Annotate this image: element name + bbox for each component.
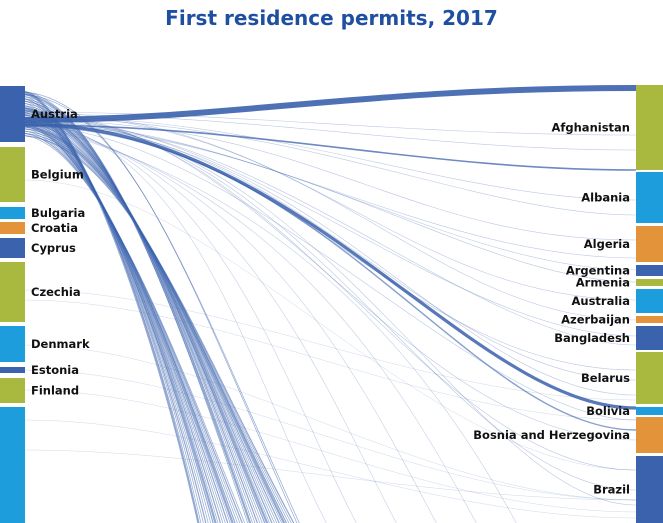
sankey-link	[24, 119, 637, 371]
target-label-brazil: Brazil	[593, 483, 630, 497]
target-label-afghanistan: Afghanistan	[551, 121, 630, 135]
target-node-azerbaijan[interactable]	[636, 316, 663, 323]
sankey-link	[24, 121, 477, 523]
sankey-link	[24, 117, 637, 216]
sankey-link	[24, 369, 637, 501]
sankey-link	[24, 419, 637, 519]
sankey-link	[24, 125, 637, 283]
sankey-link	[24, 85, 637, 123]
sankey-link	[24, 123, 234, 523]
source-node-croatia[interactable]	[0, 222, 25, 234]
sankey-link	[24, 121, 637, 259]
sankey-link	[24, 111, 637, 301]
target-label-australia: Australia	[571, 294, 630, 308]
sankey-link	[24, 113, 637, 151]
sankey-link	[24, 449, 637, 501]
sankey-link	[24, 122, 637, 410]
source-label-estonia: Estonia	[31, 363, 79, 377]
sankey-link	[24, 179, 637, 471]
sankey-link	[24, 121, 637, 381]
sankey-link	[24, 122, 517, 523]
source-node-austria[interactable]	[0, 86, 25, 142]
target-node-bolivia[interactable]	[636, 407, 663, 415]
sankey-link	[24, 113, 637, 321]
target-node-australia[interactable]	[636, 289, 663, 313]
sankey-link	[24, 125, 637, 431]
sankey-link	[24, 120, 437, 523]
target-label-bangladesh: Bangladesh	[554, 331, 630, 345]
source-label-denmark: Denmark	[31, 337, 90, 351]
sankey-link	[24, 115, 637, 201]
target-node-algeria[interactable]	[636, 226, 663, 262]
target-node-belarus[interactable]	[636, 352, 663, 404]
source-node-czechia[interactable]	[0, 262, 25, 322]
target-node-bangladesh[interactable]	[636, 326, 663, 350]
sankey-link	[24, 124, 637, 171]
target-label-bolivia: Bolivia	[586, 404, 630, 418]
target-node-armenia[interactable]	[636, 279, 663, 286]
target-label-argentina: Argentina	[566, 264, 630, 278]
sankey-link	[24, 118, 357, 523]
source-label-croatia: Croatia	[31, 221, 78, 235]
sankey-link	[24, 123, 637, 396]
sankey-link	[24, 117, 637, 506]
target-label-azerbaijan: Azerbaijan	[561, 313, 630, 327]
target-node-bosnia-and-herzegovina[interactable]	[636, 417, 663, 453]
target-label-belarus: Belarus	[581, 371, 630, 385]
target-node-afghanistan[interactable]	[636, 85, 663, 170]
source-node-estonia[interactable]	[0, 367, 25, 373]
sankey-link	[24, 289, 637, 401]
source-label-cyprus: Cyprus	[31, 241, 76, 255]
source-label-finland: Finland	[31, 384, 79, 398]
sankey-link	[24, 115, 637, 491]
sankey-link	[24, 115, 637, 337]
target-node-argentina[interactable]	[636, 265, 663, 276]
sankey-link	[24, 389, 637, 513]
sankey-link	[24, 93, 300, 523]
source-node-belgium[interactable]	[0, 147, 25, 202]
sankey-link	[24, 93, 202, 523]
sankey-link	[24, 90, 200, 523]
sankey-link	[24, 123, 637, 271]
sankey-link	[24, 117, 637, 346]
sankey-link	[24, 125, 637, 421]
target-label-armenia: Armenia	[576, 276, 630, 290]
sankey-link	[24, 119, 397, 523]
source-node-bulgaria[interactable]	[0, 207, 25, 219]
sankey-link	[24, 117, 327, 523]
source-node-finland[interactable]	[0, 378, 25, 403]
target-label-algeria: Algeria	[584, 237, 630, 251]
sankey-link	[24, 344, 637, 501]
sankey-link	[24, 299, 637, 421]
sankey-link	[24, 111, 637, 441]
sankey-link	[24, 111, 637, 136]
chart-title: First residence permits, 2017	[165, 6, 498, 30]
sankey-link	[24, 93, 252, 523]
source-node-unlabeled[interactable]	[0, 407, 25, 523]
target-label-bosnia-and-herzegovina: Bosnia and Herzegovina	[473, 428, 630, 442]
target-node-brazil[interactable]	[636, 456, 663, 523]
source-node-denmark[interactable]	[0, 326, 25, 362]
source-label-austria: Austria	[31, 107, 78, 121]
sankey-links	[24, 85, 637, 523]
sankey-link	[24, 119, 637, 241]
source-label-czechia: Czechia	[31, 285, 81, 299]
target-label-albania: Albania	[581, 191, 630, 205]
source-node-cyprus[interactable]	[0, 238, 25, 258]
sankey-nodes	[0, 85, 663, 523]
source-label-bulgaria: Bulgaria	[31, 206, 85, 220]
source-label-belgium: Belgium	[31, 168, 84, 182]
sankey-link	[24, 135, 295, 523]
sankey-link	[24, 113, 637, 471]
sankey-link	[24, 135, 246, 523]
sankey-link	[24, 96, 253, 523]
target-node-albania[interactable]	[636, 172, 663, 223]
sankey-link	[24, 98, 207, 523]
